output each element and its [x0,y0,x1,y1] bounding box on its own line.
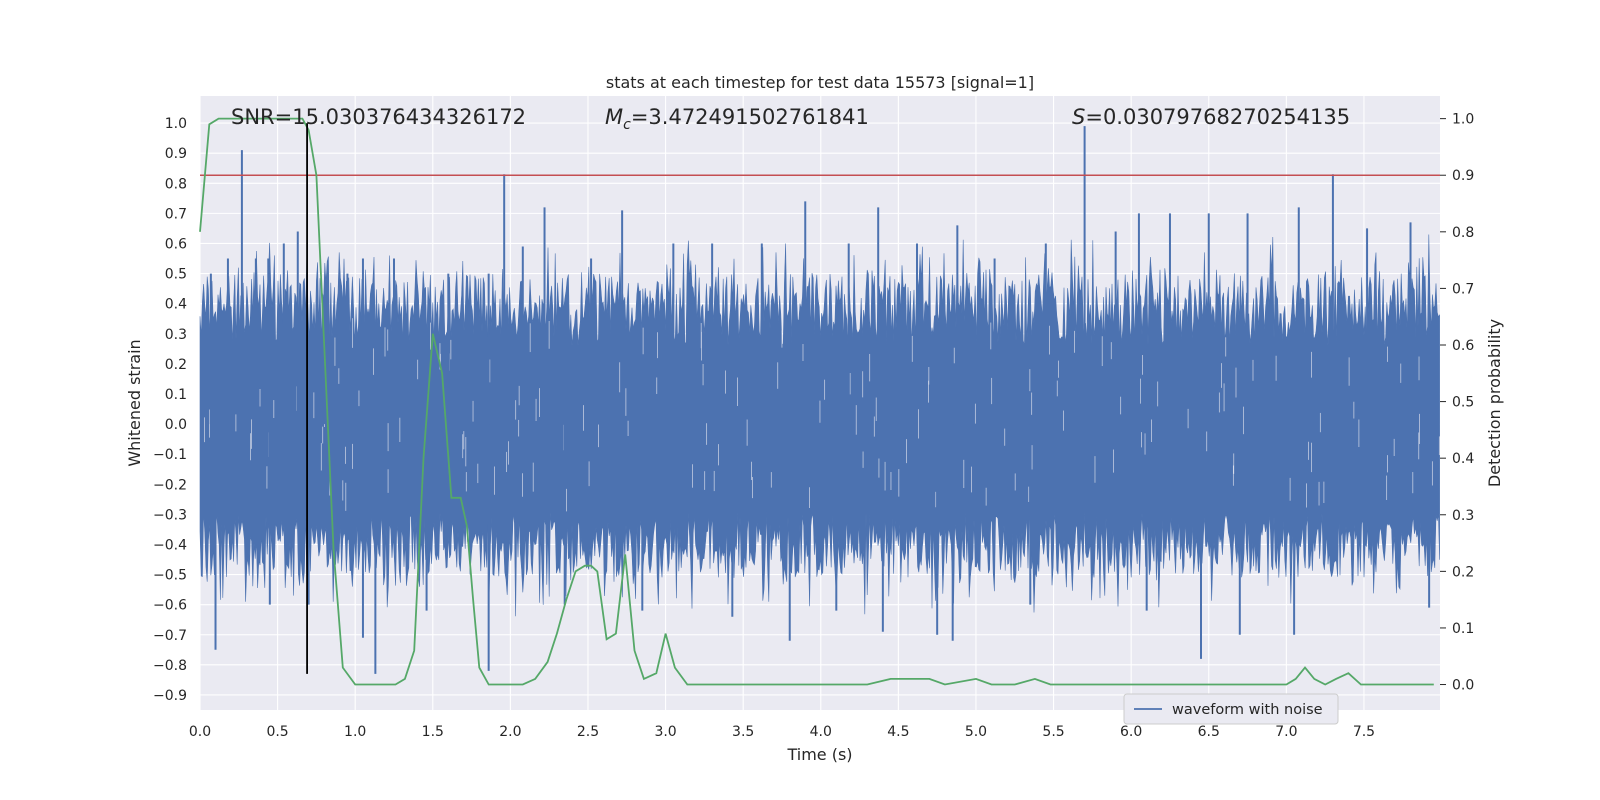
y-right-tick-label: 0.5 [1452,395,1474,411]
y-left-tick-label: 0.8 [165,176,187,192]
chirp-mass-value: =3.472491502761841 [631,105,869,129]
x-tick-labels: 0.0 0.5 1.0 1.5 2.0 2.5 3.0 3.5 4.0 4.5 5.0 5.5 6.0 6… [189,724,1375,740]
snr-annotation: SNR=15.030376434326172 [231,105,526,129]
x-tick-label: 1.0 [344,724,366,740]
y-right-tick-label: 0.7 [1452,281,1474,297]
y-left-tick-label: 0.7 [165,206,187,222]
y-right-tick-label: 0.0 [1452,678,1474,694]
x-tick-label: 3.5 [732,724,754,740]
y-right-tick-label: 1.0 [1452,112,1474,128]
y-right-tick-label: 0.3 [1452,508,1474,524]
y-left-tick-label: −0.1 [153,447,187,463]
x-axis-label: Time (s) [786,745,852,764]
x-tick-label: 6.0 [1120,724,1142,740]
s-value: =0.03079768270254135 [1085,105,1350,129]
x-tick-label: 1.5 [422,724,444,740]
y-left-tick-label: 0.2 [165,357,187,373]
y-left-tick-label: −0.6 [153,598,187,614]
y-left-tick-label: 0.6 [165,236,187,252]
x-tick-label: 5.0 [965,724,987,740]
y-axis-left-label: Whitened strain [125,339,144,466]
y-left-tick-label: 0.1 [165,387,187,403]
waveform-envelope [199,234,1440,617]
x-tick-label: 7.5 [1353,724,1375,740]
x-tick-label: 5.5 [1042,724,1064,740]
x-tick-label: 0.5 [266,724,288,740]
x-tick-label: 3.0 [654,724,676,740]
x-tick-label: 4.0 [810,724,832,740]
s-symbol: S [1072,105,1085,129]
y-left-tick-label: 0.0 [165,417,187,433]
y-left-tick-label: 0.3 [165,327,187,343]
x-tick-label: 4.5 [887,724,909,740]
waveform-series [199,126,1440,674]
y-axis-right-label: Detection probability [1485,319,1504,487]
y-left-tick-label: −0.8 [153,658,187,674]
chirp-mass-subscript: c [623,117,631,133]
y-left-tick-label: 0.9 [165,146,187,162]
chirp-mass-symbol: M [605,105,623,129]
legend: waveform with noise [1123,693,1339,725]
y-left-tick-label: 1.0 [165,116,187,132]
y-left-tick-label: −0.3 [153,507,187,523]
y-right-tick-label: 0.9 [1452,168,1474,184]
s-annotation: S=0.03079768270254135 [1072,105,1350,129]
y-right-tick-label: 0.8 [1452,225,1474,241]
detection-probability-line [199,117,1434,686]
y-right-tick-label: 0.4 [1452,451,1474,467]
y-left-tick-label: −0.9 [153,688,187,704]
legend-label: waveform with noise [1172,702,1323,718]
y-left-tick-label: 0.4 [165,297,187,313]
y-left-tick-label: −0.5 [153,568,187,584]
y-right-tick-label: 0.1 [1452,621,1474,637]
y-left-tick-label: −0.4 [153,537,187,553]
y-right-tick-labels: 1.0 0.9 0.8 0.7 0.6 0.5 0.4 0.3 0.2 0.1 0.0 [1440,112,1474,694]
y-right-tick-label: 0.6 [1452,338,1474,354]
chart-title: stats at each timestep for test data 155… [606,73,1034,92]
y-left-tick-labels: 1.0 0.9 0.8 0.7 0.6 0.5 0.4 0.3 0.2 0.1 0.0 −0.1 −0.… [153,116,187,704]
legend-box [1123,693,1339,725]
y-right-tick-label: 0.2 [1452,564,1474,580]
chirp-mass-annotation: Mc=3.472491502761841 [605,105,869,133]
x-tick-label: 2.0 [499,724,521,740]
y-left-tick-label: −0.7 [153,628,187,644]
x-tick-label: 6.5 [1198,724,1220,740]
y-left-tick-label: −0.2 [153,477,187,493]
x-tick-label: 7.0 [1275,724,1297,740]
x-tick-label: 2.5 [577,724,599,740]
x-tick-label: 0.0 [189,724,211,740]
y-left-tick-label: 0.5 [165,267,187,283]
